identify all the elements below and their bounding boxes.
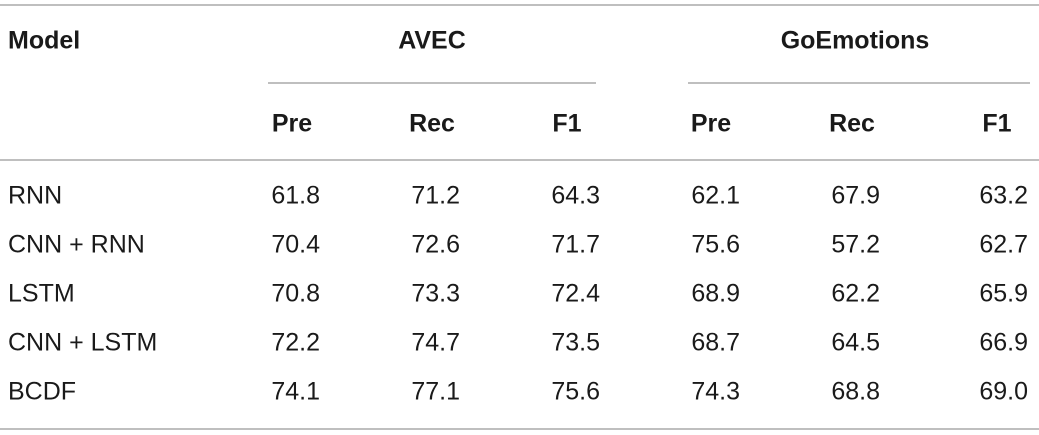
cell: 74.1 — [271, 378, 320, 406]
cell: 62.1 — [691, 182, 740, 210]
cell: 73.3 — [411, 280, 460, 308]
row-label: LSTM — [8, 280, 75, 308]
column-header: Pre — [691, 110, 731, 138]
header-group: AVEC — [398, 27, 466, 55]
cell: 72.4 — [551, 280, 600, 308]
cell: 72.2 — [271, 329, 320, 357]
cell: 67.9 — [831, 182, 880, 210]
column-header: Rec — [409, 110, 455, 138]
cell: 71.7 — [551, 231, 600, 259]
cell: 75.6 — [691, 231, 740, 259]
column-header: Rec — [829, 110, 875, 138]
cell: 64.5 — [831, 329, 880, 357]
cell: 71.2 — [411, 182, 460, 210]
cell: 65.9 — [979, 280, 1028, 308]
cell: 57.2 — [831, 231, 880, 259]
cell: 68.9 — [691, 280, 740, 308]
column-header: F1 — [552, 110, 581, 138]
header-model: Model — [8, 27, 80, 55]
row-label: BCDF — [8, 378, 76, 406]
cell: 61.8 — [271, 182, 320, 210]
cell: 70.4 — [271, 231, 320, 259]
cell: 69.0 — [979, 378, 1028, 406]
cell: 70.8 — [271, 280, 320, 308]
row-label: CNN + LSTM — [8, 329, 157, 357]
cell: 62.7 — [979, 231, 1028, 259]
header-group: GoEmotions — [781, 27, 930, 55]
column-header: F1 — [982, 110, 1011, 138]
cell: 74.7 — [411, 329, 460, 357]
column-header: Pre — [272, 110, 312, 138]
cell: 68.7 — [691, 329, 740, 357]
cell: 75.6 — [551, 378, 600, 406]
cell: 68.8 — [831, 378, 880, 406]
cell: 74.3 — [691, 378, 740, 406]
cell: 77.1 — [411, 378, 460, 406]
row-label: RNN — [8, 182, 62, 210]
cell: 64.3 — [551, 182, 600, 210]
cell: 72.6 — [411, 231, 460, 259]
cell: 66.9 — [979, 329, 1028, 357]
row-label: CNN + RNN — [8, 231, 145, 259]
cell: 62.2 — [831, 280, 880, 308]
cell: 73.5 — [551, 329, 600, 357]
cell: 63.2 — [979, 182, 1028, 210]
